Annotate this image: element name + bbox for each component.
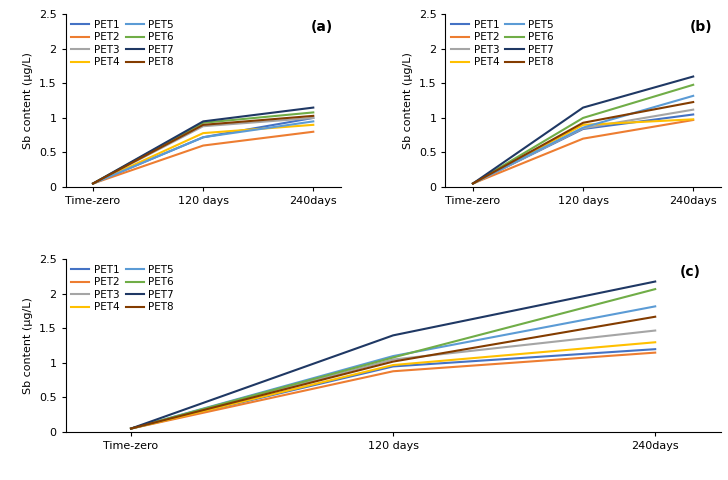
- Text: (a): (a): [310, 20, 333, 34]
- Text: (b): (b): [690, 20, 713, 34]
- Legend: PET1, PET2, PET3, PET4, PET5, PET6, PET7, PET8: PET1, PET2, PET3, PET4, PET5, PET6, PET7…: [68, 263, 176, 314]
- Legend: PET1, PET2, PET3, PET4, PET5, PET6, PET7, PET8: PET1, PET2, PET3, PET4, PET5, PET6, PET7…: [448, 18, 556, 70]
- Y-axis label: Sb content (μg/L): Sb content (μg/L): [23, 52, 33, 149]
- Legend: PET1, PET2, PET3, PET4, PET5, PET6, PET7, PET8: PET1, PET2, PET3, PET4, PET5, PET6, PET7…: [68, 18, 176, 70]
- Y-axis label: Sb content (μg/L): Sb content (μg/L): [403, 52, 413, 149]
- Y-axis label: Sb content (μg/L): Sb content (μg/L): [23, 297, 33, 394]
- Text: (c): (c): [680, 264, 701, 278]
